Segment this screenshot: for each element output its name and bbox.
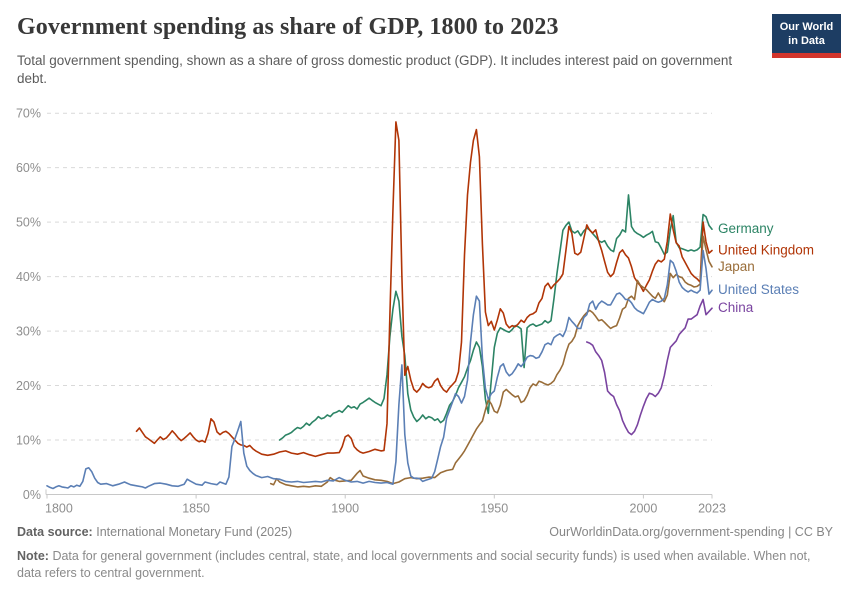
legend-label-china[interactable]: China bbox=[718, 300, 754, 315]
owid-url-link[interactable]: OurWorldinData.org/government-spending bbox=[549, 525, 785, 539]
y-axis-tick-label-50: 50% bbox=[16, 216, 41, 230]
series-line-germany[interactable] bbox=[278, 194, 713, 441]
series-line-united-kingdom[interactable] bbox=[135, 121, 713, 458]
x-axis-tick-label-2000: 2000 bbox=[630, 502, 658, 516]
owid-logo-line1: Our World bbox=[779, 21, 834, 33]
y-axis-tick-label-10: 10% bbox=[16, 434, 41, 448]
x-axis-tick-label-1850: 1850 bbox=[182, 502, 210, 516]
legend-label-united-kingdom[interactable]: United Kingdom bbox=[718, 242, 814, 257]
license-label: CC BY bbox=[794, 525, 833, 539]
x-axis-tick-label-2023: 2023 bbox=[698, 502, 726, 516]
y-axis-tick-label-0: 0% bbox=[23, 488, 41, 502]
y-axis-tick-label-40: 40% bbox=[16, 270, 41, 284]
series-line-china[interactable] bbox=[586, 298, 713, 436]
data-source-value: International Monetary Fund (2025) bbox=[96, 525, 293, 539]
owid-logo[interactable]: Our World in Data bbox=[772, 14, 841, 58]
attribution-separator: | bbox=[788, 525, 792, 539]
series-line-united-states[interactable] bbox=[46, 249, 713, 490]
y-axis-tick-label-30: 30% bbox=[16, 325, 41, 339]
note-text: Data for general government (includes ce… bbox=[17, 549, 811, 581]
attribution: OurWorldinData.org/government-spending |… bbox=[549, 525, 833, 539]
legend-label-united-states[interactable]: United States bbox=[718, 282, 799, 297]
x-axis-tick-label-1800: 1800 bbox=[45, 502, 73, 516]
y-axis-tick-label-60: 60% bbox=[16, 161, 41, 175]
chart-note: Note: Data for general government (inclu… bbox=[17, 548, 833, 583]
y-axis-tick-label-20: 20% bbox=[16, 379, 41, 393]
legend-label-japan[interactable]: Japan bbox=[718, 259, 755, 274]
owid-logo-line2: in Data bbox=[788, 34, 825, 47]
y-axis-tick-label-70: 70% bbox=[16, 107, 41, 121]
page-subtitle: Total government spending, shown as a sh… bbox=[17, 53, 733, 86]
series-line-japan[interactable] bbox=[269, 235, 713, 488]
legend-label-germany[interactable]: Germany bbox=[718, 221, 774, 236]
x-axis-tick-label-1950: 1950 bbox=[480, 502, 508, 516]
data-source-label: Data source: bbox=[17, 525, 93, 539]
page-title: Government spending as share of GDP, 180… bbox=[17, 14, 559, 40]
data-source: Data source: International Monetary Fund… bbox=[17, 525, 292, 539]
note-label: Note: bbox=[17, 549, 49, 563]
chart-footer: Data source: International Monetary Fund… bbox=[17, 525, 833, 583]
x-axis-tick-label-1900: 1900 bbox=[331, 502, 359, 516]
